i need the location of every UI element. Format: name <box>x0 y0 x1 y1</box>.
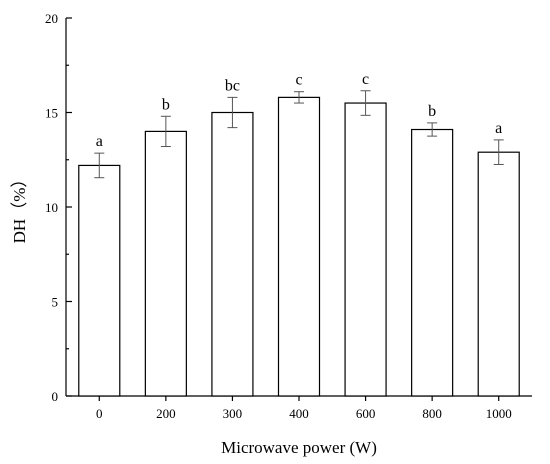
bar <box>411 128 454 397</box>
bar <box>277 96 321 397</box>
x-tick-label: 0 <box>96 406 103 421</box>
bar <box>78 164 121 397</box>
x-tick-label: 400 <box>289 406 309 421</box>
significance-label: a <box>96 133 103 150</box>
x-tick-label: 600 <box>356 406 376 421</box>
bar <box>211 111 254 397</box>
y-tick-label: 0 <box>52 389 59 404</box>
y-tick-label: 10 <box>45 200 58 215</box>
y-tick-label: 15 <box>45 106 58 121</box>
x-axis-title: Microwave power (W) <box>221 438 377 457</box>
significance-label: bc <box>225 77 240 94</box>
bar <box>477 151 520 397</box>
y-axis-title: DH（%） <box>10 171 29 244</box>
x-tick-label: 200 <box>156 406 176 421</box>
y-tick-label: 20 <box>45 11 58 26</box>
y-tick-label: 5 <box>52 295 59 310</box>
x-tick-label: 800 <box>422 406 442 421</box>
x-tick-label: 300 <box>223 406 243 421</box>
bar <box>344 102 387 397</box>
x-tick-label: 1000 <box>486 406 512 421</box>
significance-label: c <box>295 72 302 89</box>
significance-label: c <box>362 71 369 88</box>
bar <box>144 130 187 397</box>
significance-label: b <box>162 96 170 113</box>
plot-area: 0 5 10 15 20 a 0 b 200 bc 300 c 400 c 600 b 800 a 1000 <box>45 11 532 421</box>
significance-label: a <box>495 120 502 137</box>
significance-label: b <box>428 103 436 120</box>
